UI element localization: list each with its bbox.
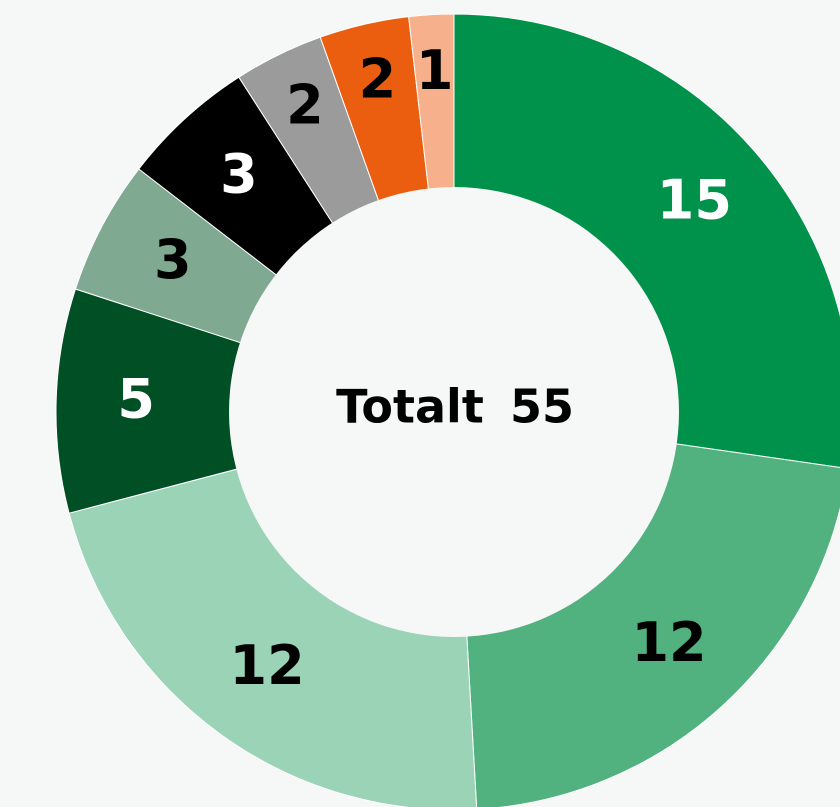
center-label: Totalt: [336, 380, 484, 434]
center-total: 55: [510, 380, 574, 434]
slice-label: 3: [220, 142, 258, 205]
slice-label: 2: [286, 73, 324, 136]
slice-label: 15: [657, 168, 732, 231]
slice-label: 12: [230, 634, 305, 697]
slice-label: 2: [359, 47, 397, 110]
donut-hole: [229, 187, 679, 637]
slice-label: 5: [117, 368, 155, 431]
slice-label: 12: [631, 611, 706, 674]
slice-label: 1: [416, 39, 454, 102]
slice-label: 3: [154, 228, 192, 291]
